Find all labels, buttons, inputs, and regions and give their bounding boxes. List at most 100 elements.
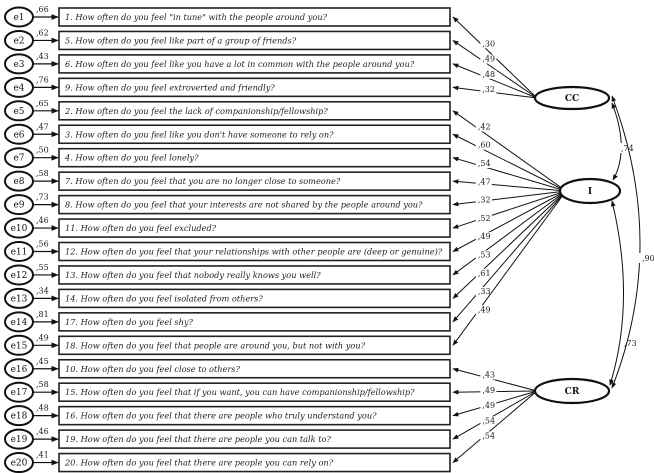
latent-factor-CC	[533, 85, 611, 111]
item-text: 12. How often do you feel that your rela…	[65, 247, 443, 257]
loading-coefficient: ,52	[478, 214, 491, 223]
loading-coefficient: ,32	[482, 85, 495, 94]
error-node-e7	[4, 147, 34, 169]
error-label: e15	[11, 341, 28, 351]
item-text: 18. How often do you feel that people ar…	[65, 340, 366, 350]
item-text: 20. How often do you feel that there are…	[64, 458, 334, 468]
loading-arrow	[452, 190, 567, 346]
error-label: e4	[13, 83, 24, 93]
error-label: e16	[11, 365, 28, 375]
item-text: 9. How often do you feel extroverted and…	[65, 82, 275, 92]
loading-coefficient: ,49	[478, 232, 491, 241]
coefficient-bg	[639, 253, 654, 263]
error-node-e16	[4, 358, 34, 380]
error-node-e8	[4, 170, 34, 192]
loading-coefficient: ,54	[478, 159, 491, 168]
latent-label: CC	[565, 94, 579, 104]
error-node-e18	[4, 405, 34, 427]
coefficient-bg	[475, 232, 492, 242]
error-coefficient: ,65	[36, 99, 49, 108]
error-coefficient: ,58	[36, 380, 49, 389]
error-node-e12	[4, 264, 34, 286]
item-box	[58, 405, 451, 426]
covariance-arc	[611, 95, 641, 389]
coefficient-bg	[475, 159, 492, 169]
error-node-e11	[4, 241, 34, 262]
loading-arrow	[452, 390, 538, 463]
item-box	[58, 358, 451, 379]
item-text: 7. How often do you feel that you are no…	[65, 176, 341, 186]
error-node-e3	[4, 53, 34, 75]
item-box	[58, 265, 451, 285]
item-box	[58, 429, 451, 449]
loading-arrow	[452, 63, 538, 99]
coefficient-bg	[480, 431, 497, 441]
error-label: e13	[11, 294, 28, 304]
error-coefficient: ,49	[36, 333, 49, 342]
coefficient-bg	[480, 416, 497, 426]
error-label: e5	[13, 107, 24, 117]
loading-coefficient: ,60	[478, 141, 491, 150]
coefficient-bg	[475, 268, 492, 278]
item-box	[58, 335, 451, 356]
loading-arrow	[452, 190, 567, 299]
error-coefficient: ,76	[36, 75, 49, 84]
item-text: 3. How often do you feel like you don't …	[65, 129, 334, 139]
error-label: e17	[11, 388, 28, 398]
loading-arrow	[452, 133, 567, 192]
coefficient-bg	[480, 39, 497, 49]
item-text: 19. How often do you feel that there are…	[65, 434, 331, 444]
loading-arrow	[452, 156, 567, 192]
latent-factor-CR	[533, 377, 611, 405]
coefficient-bg	[480, 385, 497, 395]
loading-coefficient: ,54	[482, 432, 495, 441]
coefficient-bg	[618, 143, 634, 153]
coefficient-bg	[475, 140, 492, 150]
loading-coefficient: ,48	[482, 70, 495, 79]
error-label: e14	[11, 318, 28, 328]
error-coefficient: ,47	[36, 122, 49, 131]
loading-coefficient: ,43	[482, 371, 495, 380]
covariance-coefficient: ,90	[642, 254, 654, 263]
coefficient-bg	[475, 122, 492, 132]
loading-coefficient: ,47	[478, 177, 491, 186]
error-node-e13	[4, 287, 34, 309]
coefficient-bg	[480, 69, 497, 79]
coefficient-bg	[475, 195, 492, 205]
error-label: e19	[11, 435, 28, 445]
item-box	[58, 241, 451, 262]
error-node-e5	[4, 100, 34, 122]
latent-factor-I	[558, 177, 622, 205]
error-node-e6	[4, 123, 34, 145]
loading-coefficient: ,32	[478, 196, 491, 205]
error-coefficient: ,48	[36, 404, 49, 413]
item-text: 1. How often do you feel "in tune" with …	[65, 12, 328, 22]
error-coefficient: ,56	[36, 240, 49, 249]
coefficient-bg	[475, 287, 492, 297]
item-text: 6. How often do you feel like you have a…	[65, 59, 415, 69]
error-coefficient: ,62	[36, 28, 49, 37]
error-label: e9	[13, 201, 24, 211]
item-text: 15. How often do you feel that if you wa…	[65, 387, 415, 397]
error-label: e11	[11, 248, 28, 258]
error-label: e8	[13, 177, 24, 187]
loading-coefficient: ,61	[478, 269, 491, 278]
loading-arrow	[452, 190, 567, 207]
error-node-e4	[4, 76, 34, 98]
error-node-e2	[4, 29, 34, 51]
loading-coefficient: ,54	[482, 416, 495, 425]
item-text: 16. How often do you feel that there are…	[65, 411, 377, 421]
item-text: 10. How often do you feel close to other…	[65, 364, 240, 374]
loading-arrow	[452, 110, 567, 192]
item-text: 17. How often do you feel shy?	[65, 317, 194, 327]
loading-coefficient: ,53	[478, 250, 491, 259]
covariance-coefficient: ,73	[624, 339, 637, 348]
loading-arrow	[452, 367, 538, 392]
error-label: e10	[11, 224, 28, 234]
coefficient-bg	[480, 85, 497, 95]
coefficient-bg	[475, 213, 492, 223]
item-text: 2. How often do you feel the lack of com…	[64, 106, 328, 116]
error-coefficient: ,81	[36, 310, 49, 319]
item-text: 11. How often do you feel excluded?	[65, 223, 217, 233]
